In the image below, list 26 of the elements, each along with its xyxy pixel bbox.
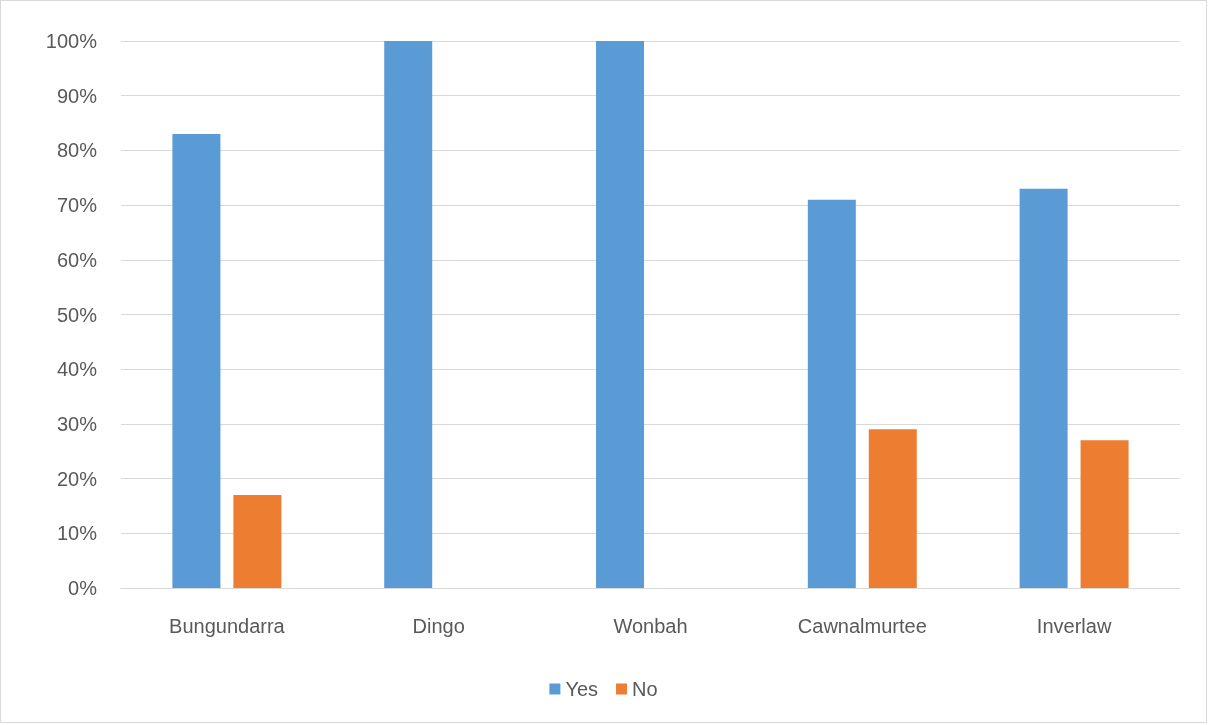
x-tick-label: Cawnalmurtee <box>797 615 927 637</box>
y-tick-label: 0% <box>68 577 98 599</box>
y-tick-label: 50% <box>56 303 98 326</box>
bar <box>1019 188 1068 588</box>
x-tick-label: Inverlaw <box>1036 615 1112 637</box>
x-tick-label: Wonbah <box>613 615 688 637</box>
bar <box>1080 440 1129 588</box>
x-tick-label: Bungundarra <box>169 615 286 637</box>
bar <box>233 495 282 588</box>
y-tick-label: 100% <box>45 30 98 52</box>
bar <box>384 41 433 588</box>
y-tick-label: 80% <box>56 139 98 162</box>
bar <box>807 199 856 588</box>
y-tick-label: 70% <box>56 194 98 217</box>
x-tick-label: Dingo <box>412 615 465 637</box>
y-tick-label: 60% <box>56 248 98 271</box>
bar <box>596 41 645 588</box>
y-tick-label: 10% <box>56 522 98 545</box>
y-tick-label: 90% <box>56 84 98 107</box>
bar <box>172 133 221 588</box>
y-tick-label: 30% <box>56 412 98 435</box>
bar <box>868 429 917 588</box>
y-tick-label: 40% <box>56 358 98 381</box>
y-tick-label: 20% <box>56 467 98 490</box>
legend-label: No <box>632 678 658 700</box>
legend-label: Yes <box>565 678 599 700</box>
